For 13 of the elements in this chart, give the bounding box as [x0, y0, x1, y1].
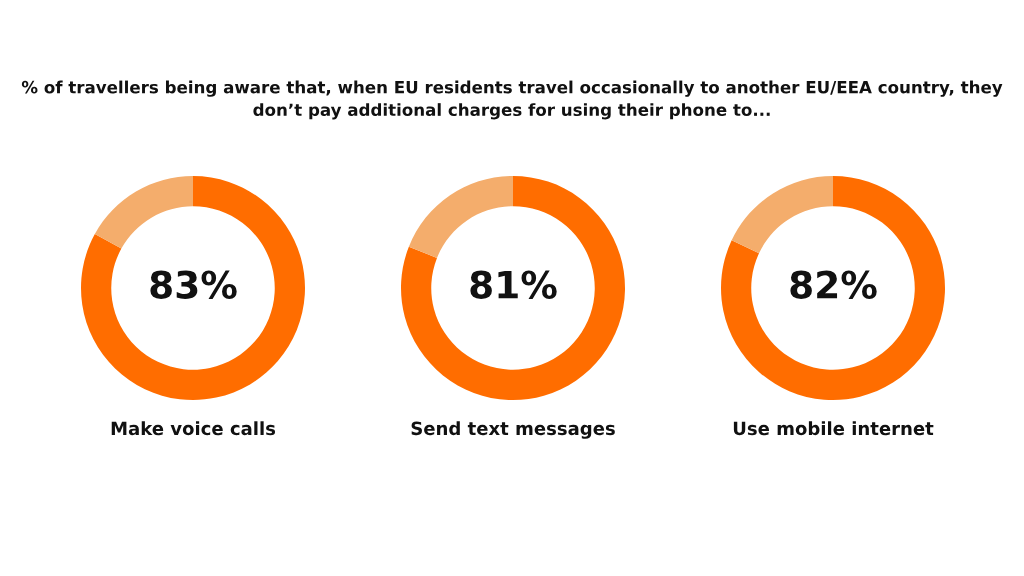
donut-slice	[408, 176, 513, 258]
donut-slice	[401, 176, 625, 400]
donut-slice	[731, 176, 833, 254]
donut-slice	[94, 176, 193, 249]
text: % of travellers being aware that, when EU residents travel occasionally to another EU/EEA country, they don’t pay additional charges for using their phone to...	[21, 80, 1003, 120]
donut-slice	[721, 176, 945, 400]
text: Send text messages	[411, 421, 615, 439]
text: Use mobile internet	[733, 421, 934, 436]
donut-slice	[81, 176, 305, 400]
text: Make voice calls	[111, 421, 276, 436]
data-label: 81%	[470, 270, 557, 299]
data-label: 83%	[150, 270, 237, 299]
data-label: 82%	[790, 270, 877, 299]
